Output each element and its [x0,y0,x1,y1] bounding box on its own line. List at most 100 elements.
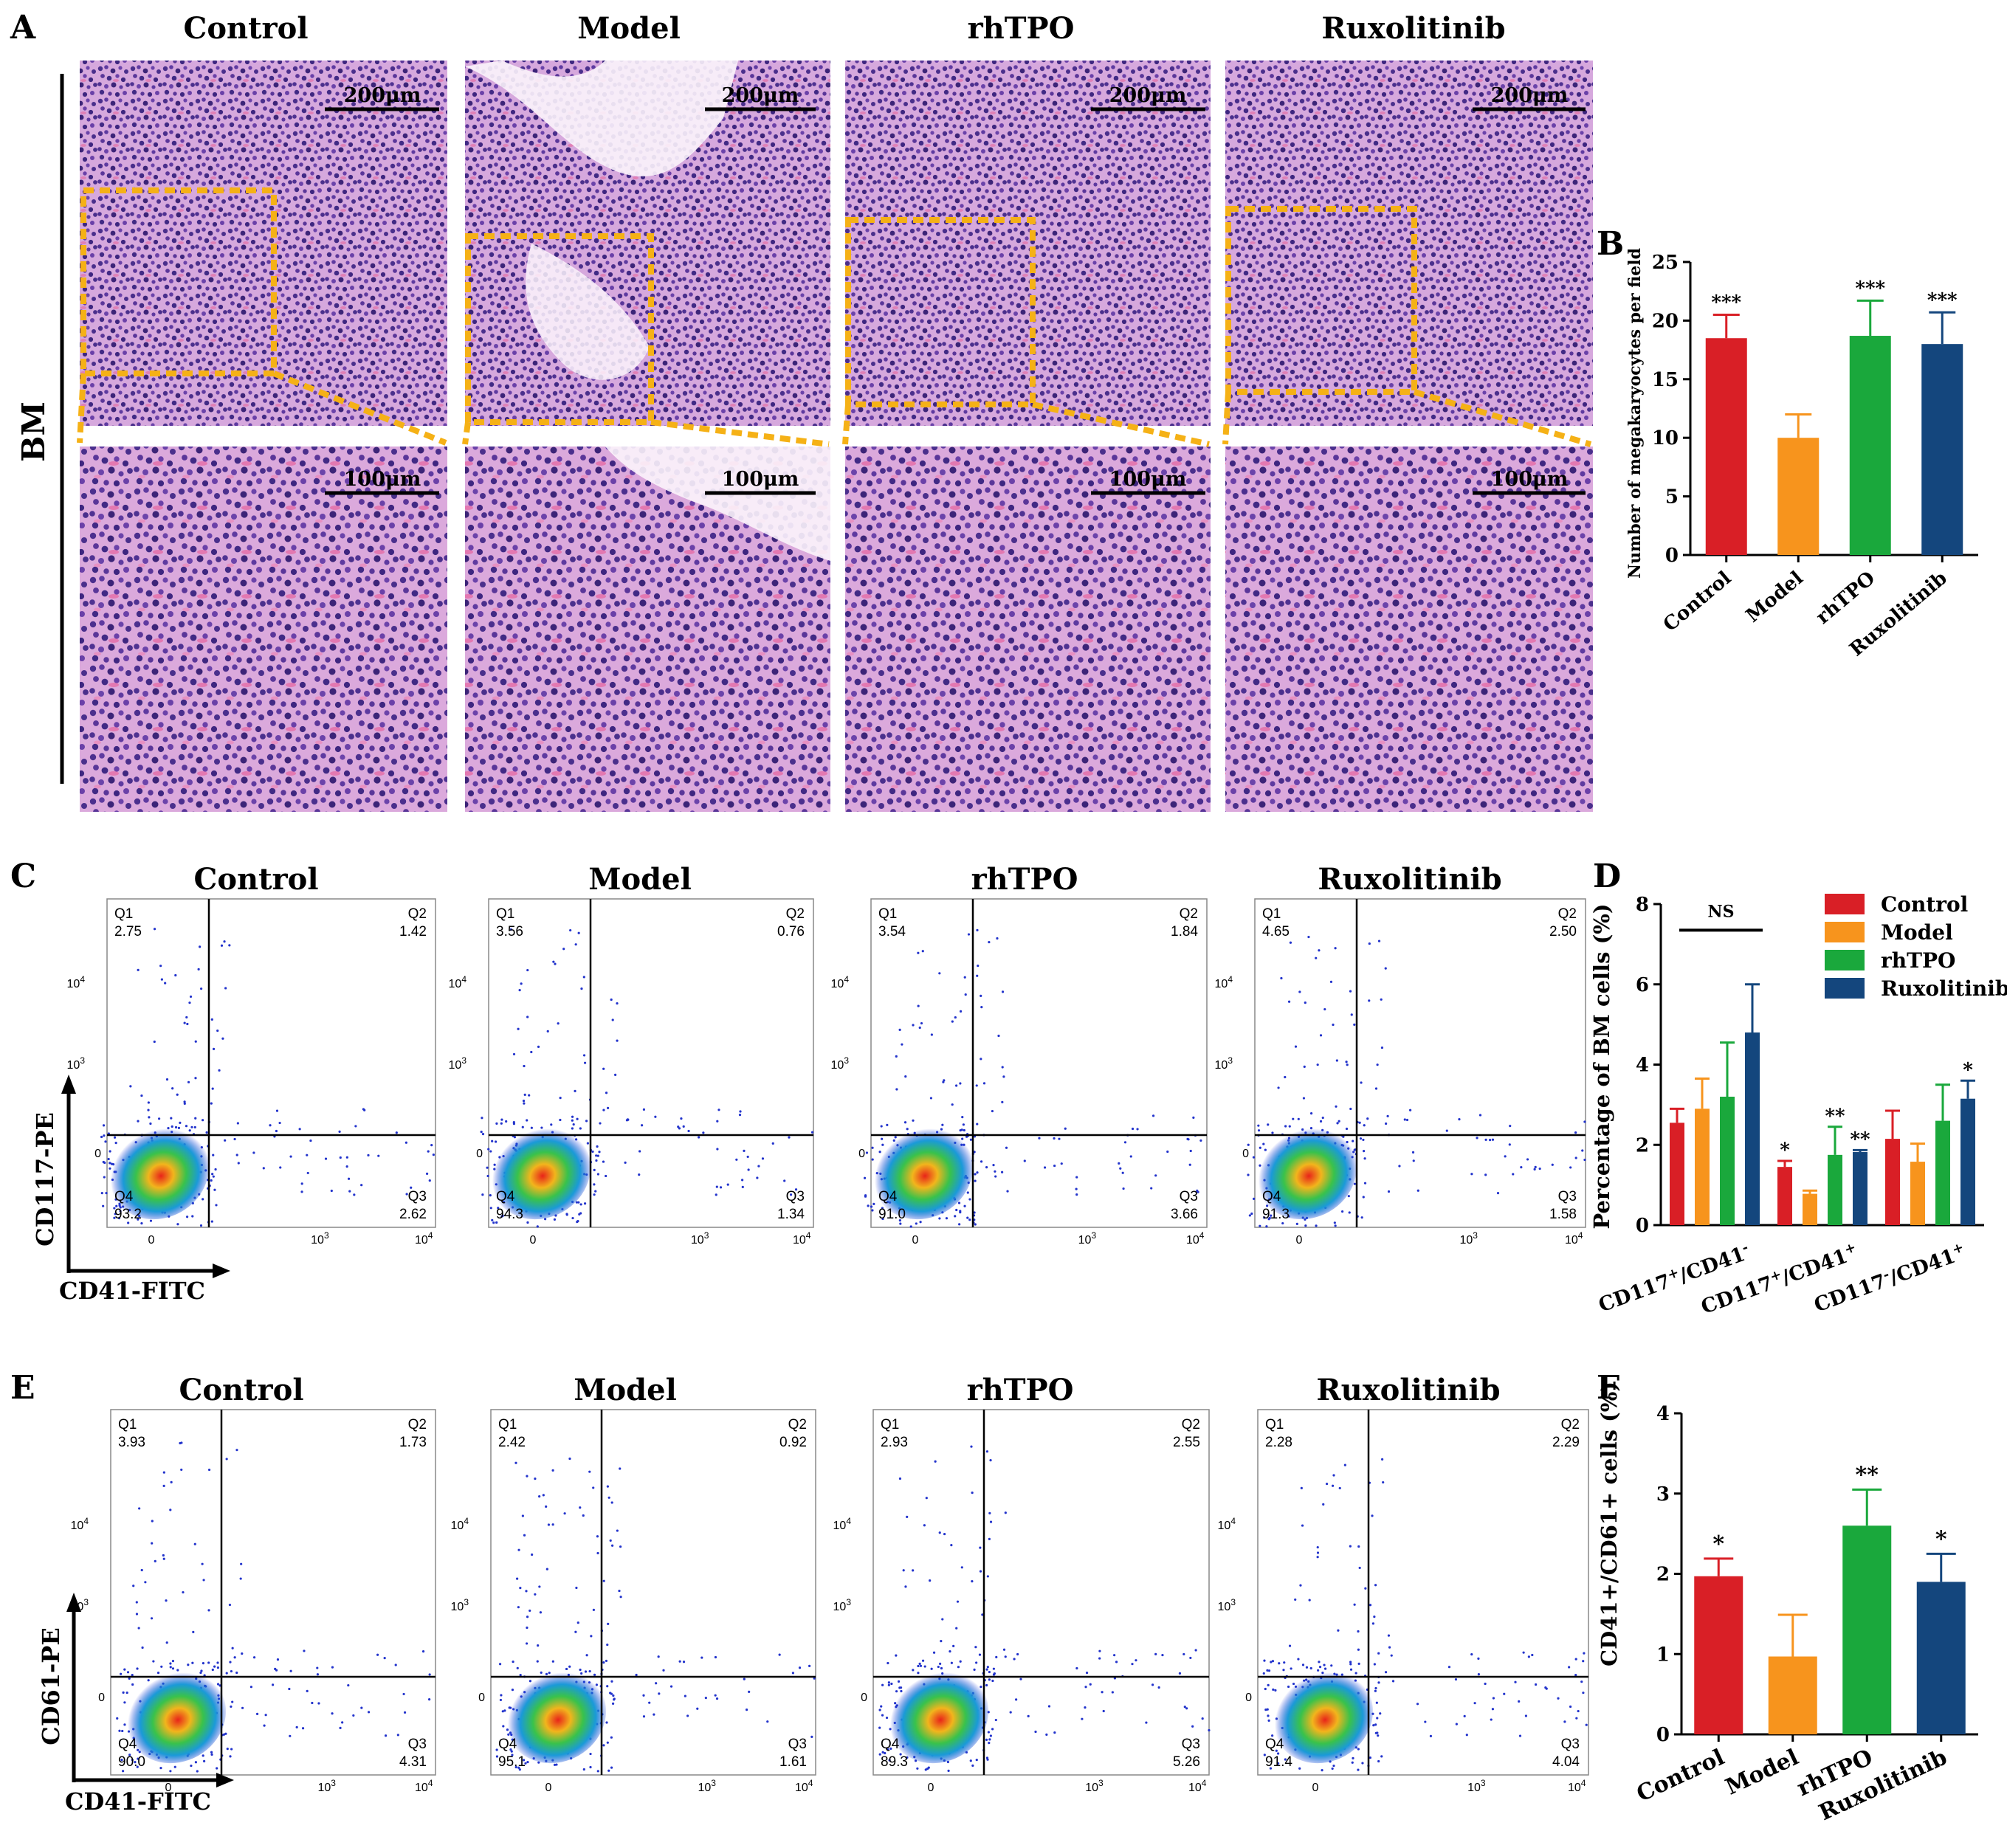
event-dot [430,1144,433,1147]
y-axis-label-c: CD117-PE [31,1112,59,1247]
event-dot [1004,1655,1007,1658]
event-dot [338,1130,341,1133]
y-tick-label: 10 [1652,427,1679,449]
y-tick-label: 20 [1652,310,1679,332]
event-dot [642,1694,645,1697]
event-dot [100,1192,103,1195]
flow-plot-rhtpo: Q1 3.54 Q2 1.84 Q3 3.66 Q4 91.0 0 103 104 0 103 104 [831,898,1208,1247]
q1-name: Q1 [496,906,514,922]
event-dot [1009,1711,1012,1714]
event-dot [585,1654,588,1657]
event-dot [605,1174,607,1178]
event-dot [1568,1666,1571,1669]
q2-value: 1.42 [399,924,427,939]
event-dot [1350,1013,1353,1016]
event-dot [223,940,226,943]
event-dot [746,1155,749,1159]
legend-swatch-ruxolitinib [1825,978,1865,999]
event-dot [1309,1112,1313,1115]
event-dot [216,1661,219,1664]
event-dot [1321,1116,1324,1120]
event-dot [980,994,982,997]
event-dot [1484,1682,1487,1686]
x-tick-1e4: 104 [795,1778,813,1794]
event-dot [616,1529,619,1532]
x-tick-label: rhTPO [1812,567,1879,629]
event-dot [1321,1769,1323,1772]
x-tick-label: Control [1659,567,1736,636]
panel-letter-c: C [10,858,36,895]
event-dot [994,1175,997,1178]
event-dot [1336,1122,1339,1125]
event-dot [1023,1159,1026,1162]
event-dot [887,1661,889,1665]
event-dot [526,1475,529,1478]
event-dot [1332,1474,1335,1477]
event-dot [895,1654,898,1657]
scale-label-model-200: 200μm [722,84,799,107]
event-dot [309,1139,312,1142]
event-dot [383,1656,386,1660]
event-dot [602,1109,605,1111]
event-dot [1307,936,1310,939]
q4-name: Q4 [1265,1737,1284,1752]
event-dot [961,1116,964,1119]
event-dot [579,1203,582,1206]
q2-name: Q2 [408,906,427,922]
event-dot [1545,1687,1548,1690]
event-dot [1305,1666,1309,1669]
event-dot [235,1154,238,1156]
event-dot [1512,1173,1515,1176]
q2-name: Q2 [1182,1417,1200,1432]
event-dot [971,1491,974,1494]
q2-name: Q2 [1558,906,1577,922]
event-dot [122,1691,125,1694]
event-dot [917,951,920,954]
event-dot [1429,1734,1433,1737]
event-dot [1267,1669,1271,1672]
event-dot [686,1714,689,1717]
event-dot [1299,1584,1302,1587]
event-dot [176,1223,179,1226]
event-dot [211,1173,214,1176]
event-dot [1191,1725,1194,1728]
event-dot [122,1770,125,1773]
event-dot [1376,1731,1379,1734]
event-dot [579,1127,582,1130]
event-dot [881,1683,884,1686]
x-tick-1e4: 104 [793,1230,811,1247]
event-dot [1287,1000,1291,1003]
event-dot [164,982,167,985]
event-dot [574,1089,576,1092]
event-dot [1325,1482,1329,1486]
event-dot [577,931,580,934]
bar-ruxolitinib [1853,1152,1867,1225]
panel-letter-e: E [10,1369,35,1407]
event-dot [278,1121,281,1125]
event-dot [1377,1734,1380,1737]
col-title-control-a: Control [183,11,308,46]
bar-ruxolitinib [1916,1582,1966,1734]
event-dot [537,1045,540,1048]
event-dot [1384,967,1387,970]
event-dot [127,1221,130,1224]
event-dot [1358,1121,1361,1124]
event-dot [1284,1125,1287,1128]
event-dot [137,968,140,971]
event-dot [1006,1190,1009,1193]
zoom-box-rhtpo [842,217,1210,447]
event-dot [1334,1224,1337,1227]
event-dot [1034,1730,1037,1734]
event-dot [1386,1114,1389,1117]
event-dot [1361,1762,1364,1765]
event-dot [1323,1007,1326,1011]
y-tick-0: 0 [478,1692,485,1704]
event-dot [1150,1187,1153,1190]
event-dot [114,1213,117,1216]
event-dot [1002,1648,1006,1651]
event-dot [1583,1158,1586,1162]
event-dot [224,1139,227,1142]
event-dot [220,944,224,947]
event-dot [1473,1702,1476,1705]
